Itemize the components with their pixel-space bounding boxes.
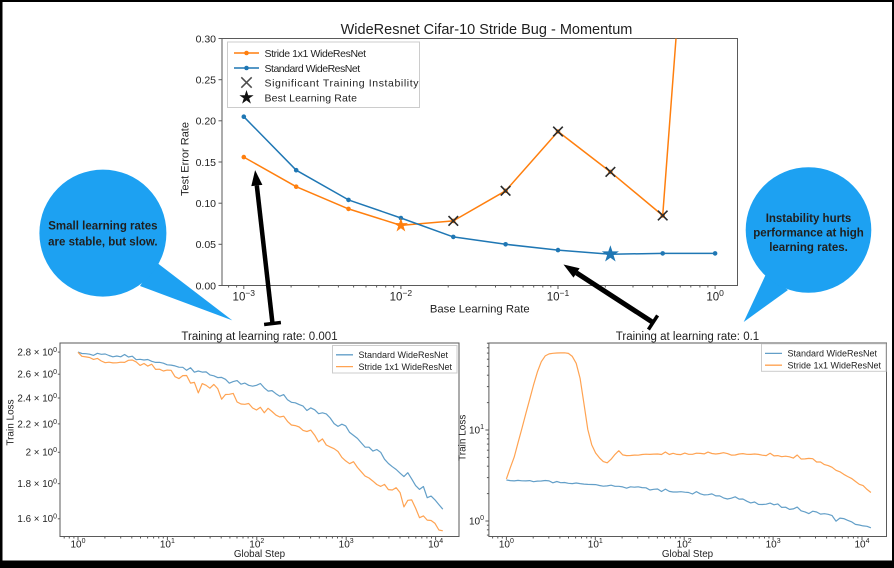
svg-text:Standard WideResNet: Standard WideResNet — [788, 349, 878, 359]
svg-text:0.10: 0.10 — [196, 198, 217, 210]
svg-text:Training at learning rate: 0.0: Training at learning rate: 0.001 — [181, 331, 337, 343]
svg-text:Standard WideResNet: Standard WideResNet — [265, 63, 361, 75]
svg-text:Global Step: Global Step — [234, 549, 286, 560]
svg-text:WideResnet Cifar-10 Stride Bug: WideResnet Cifar-10 Stride Bug - Momentu… — [341, 22, 633, 38]
svg-text:Significant Training Instabili: Significant Training Instability — [265, 77, 420, 89]
svg-text:learning rates.: learning rates. — [769, 242, 848, 254]
svg-text:1.8 × 100: 1.8 × 100 — [17, 479, 57, 491]
svg-text:2 × 100: 2 × 100 — [26, 447, 58, 459]
svg-text:Stride 1x1 WideResNet: Stride 1x1 WideResNet — [265, 48, 367, 60]
svg-text:Train Loss: Train Loss — [6, 399, 17, 445]
svg-text:Test Error Rate: Test Error Rate — [180, 122, 192, 196]
svg-text:Train Loss: Train Loss — [458, 415, 469, 461]
svg-text:Small learning rates: Small learning rates — [48, 221, 157, 233]
svg-text:0.15: 0.15 — [196, 157, 217, 169]
svg-text:Stride 1x1 WideResNet: Stride 1x1 WideResNet — [788, 360, 882, 370]
svg-text:are stable, but slow.: are stable, but slow. — [48, 237, 158, 249]
svg-text:0.25: 0.25 — [196, 75, 217, 87]
svg-text:2.6 × 100: 2.6 × 100 — [17, 369, 57, 381]
svg-text:0.20: 0.20 — [196, 116, 217, 128]
svg-text:2.2 × 100: 2.2 × 100 — [17, 419, 57, 431]
svg-text:0.05: 0.05 — [196, 239, 217, 251]
svg-text:performance at high: performance at high — [753, 228, 864, 240]
svg-text:0.30: 0.30 — [196, 33, 217, 45]
svg-text:Training at learning rate: 0.1: Training at learning rate: 0.1 — [616, 331, 759, 343]
svg-text:Global Step: Global Step — [662, 549, 714, 560]
svg-text:2.8 × 100: 2.8 × 100 — [17, 347, 57, 359]
svg-text:0.00: 0.00 — [196, 280, 217, 292]
svg-text:2.4 × 100: 2.4 × 100 — [17, 393, 57, 405]
svg-text:Base Learning Rate: Base Learning Rate — [430, 304, 530, 316]
svg-text:Best Learning Rate: Best Learning Rate — [265, 92, 358, 104]
svg-text:1.6 × 100: 1.6 × 100 — [17, 514, 57, 526]
svg-text:Instability hurts: Instability hurts — [766, 213, 852, 225]
svg-text:Standard WideResNet: Standard WideResNet — [359, 350, 449, 360]
svg-text:Stride 1x1 WideResNet: Stride 1x1 WideResNet — [359, 362, 453, 372]
